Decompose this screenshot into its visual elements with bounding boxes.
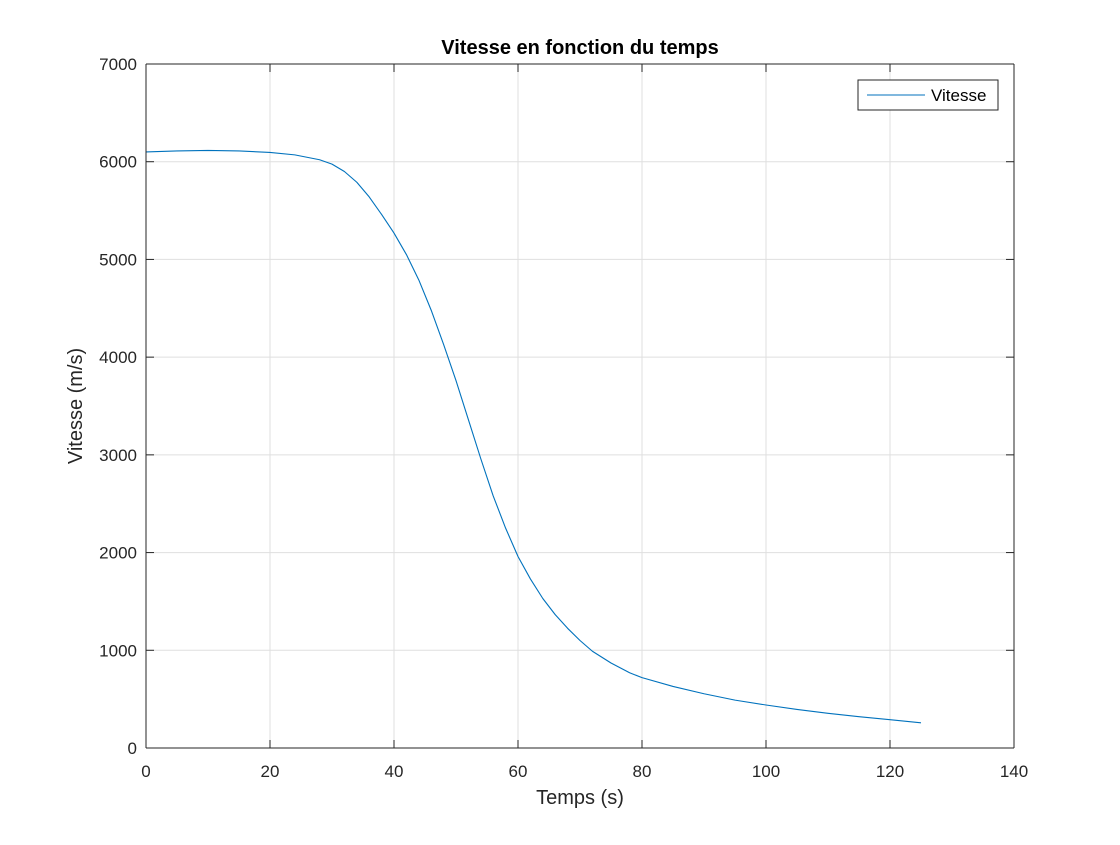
y-tick-labels: 0 1000 2000 3000 4000 5000 6000 7000: [99, 55, 137, 758]
y-axis-label: Vitesse (m/s): [65, 348, 87, 464]
y-tick-label: 2000: [99, 544, 137, 563]
y-tick-label: 1000: [99, 641, 137, 660]
axes: [145, 63, 1015, 749]
y-tick-label: 0: [128, 739, 137, 758]
y-tick-label: 6000: [99, 153, 137, 172]
legend-label-vitesse: Vitesse: [931, 86, 986, 105]
x-tick-label: 40: [385, 762, 404, 781]
x-tick-label: 0: [141, 762, 150, 781]
x-tick-label: 100: [752, 762, 780, 781]
x-tick-labels: 0 20 40 60 80 100 120 140: [141, 762, 1028, 781]
x-tick-label: 140: [1000, 762, 1028, 781]
y-tick-label: 3000: [99, 446, 137, 465]
chart-title: Vitesse en fonction du temps: [441, 37, 718, 59]
x-axis-label: Temps (s): [536, 787, 624, 809]
series-line-vitesse: [145, 149, 922, 724]
x-tick-label: 20: [261, 762, 280, 781]
y-tick-label: 7000: [99, 55, 137, 74]
legend: Vitesse: [857, 79, 999, 111]
x-tick-label: 80: [633, 762, 652, 781]
x-tick-label: 60: [509, 762, 528, 781]
tick-marks: [145, 63, 1015, 749]
y-tick-label: 4000: [99, 348, 137, 367]
series-layer: [145, 149, 922, 724]
grid-lines: [145, 63, 1015, 749]
plot-background: [146, 64, 1014, 748]
x-tick-label: 120: [876, 762, 904, 781]
y-tick-label: 5000: [99, 250, 137, 269]
